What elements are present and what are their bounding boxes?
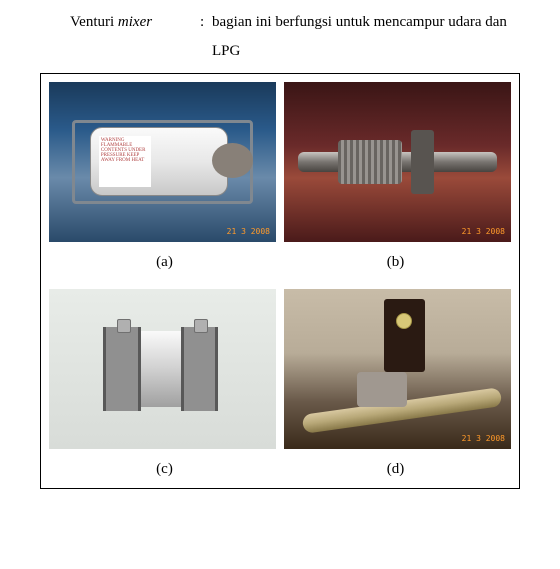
tube-fins-shape: [338, 140, 402, 185]
clamp-right-shape: [181, 327, 219, 410]
photo-row-bottom: 21 3 2008: [41, 281, 519, 457]
regulator-valve-shape: [357, 372, 407, 407]
colon: :: [200, 8, 212, 65]
caption-b: (b): [280, 254, 511, 271]
figure-frame: WARNING FLAMMABLE CONTENTS UNDER PRESSUR…: [40, 73, 520, 489]
nut-shape: [396, 313, 412, 329]
screw-shape: [194, 319, 208, 333]
term-plain: Venturi: [70, 14, 118, 30]
photo-row-top: WARNING FLAMMABLE CONTENTS UNDER PRESSUR…: [41, 74, 519, 250]
canister-shape: WARNING FLAMMABLE CONTENTS UNDER PRESSUR…: [90, 127, 228, 196]
datestamp-d: 21 3 2008: [462, 434, 505, 443]
description-line-1: bagian ini berfungsi untuk mencampur uda…: [212, 14, 507, 30]
definition-row: Venturi mixer : bagian ini berfungsi unt…: [0, 0, 560, 69]
photo-c: [49, 289, 276, 449]
valve-shape: [212, 143, 253, 178]
description-column: bagian ini berfungsi untuk mencampur uda…: [212, 8, 520, 65]
description-line-2: LPG: [212, 43, 240, 59]
clamp-left-shape: [103, 327, 141, 410]
screw-shape: [117, 319, 131, 333]
photo-d: 21 3 2008: [284, 289, 511, 449]
term-italic: mixer: [118, 14, 152, 30]
caption-row-top: (a) (b): [41, 250, 519, 281]
canister-label: WARNING FLAMMABLE CONTENTS UNDER PRESSUR…: [99, 136, 151, 187]
photo-a: WARNING FLAMMABLE CONTENTS UNDER PRESSUR…: [49, 82, 276, 242]
datestamp-a: 21 3 2008: [227, 227, 270, 236]
caption-row-bottom: (c) (d): [41, 457, 519, 488]
mount-bracket-shape: [384, 299, 425, 373]
caption-c: (c): [49, 461, 280, 478]
caption-a: (a): [49, 254, 280, 271]
datestamp-b: 21 3 2008: [462, 227, 505, 236]
term-column: Venturi mixer: [70, 8, 200, 65]
caption-d: (d): [280, 461, 511, 478]
photo-b: 21 3 2008: [284, 82, 511, 242]
tube-knob-shape: [411, 130, 434, 194]
